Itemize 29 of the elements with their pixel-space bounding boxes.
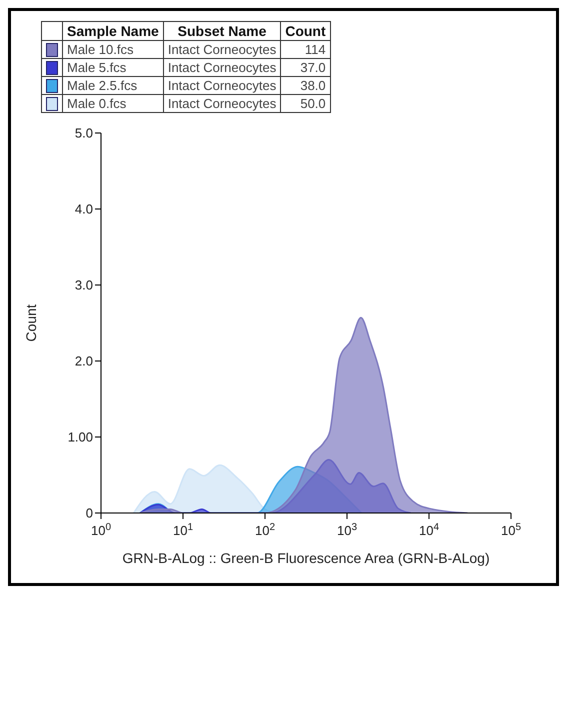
x-tick-label: 10$^{5}$ xyxy=(500,522,522,538)
text: Intact Corneocytes xyxy=(163,76,281,94)
x-tick-label: 10$^{4}$ xyxy=(418,522,440,538)
text: Count xyxy=(280,22,330,40)
y-tick-label: 4.0 xyxy=(74,202,93,217)
text: Intact Corneocytes xyxy=(163,94,281,112)
x-tick-label: 10$^{3}$ xyxy=(336,522,358,538)
y-tick-label: 5.0 xyxy=(74,126,93,141)
text: 50.0 xyxy=(280,94,330,112)
y-axis-title: Count xyxy=(22,304,39,342)
text: 38.0 xyxy=(280,76,330,94)
x-tick-label: 10$^{0}$ xyxy=(90,522,112,538)
text: Sample Name xyxy=(62,22,164,40)
x-tick-label: 10$^{2}$ xyxy=(254,522,276,538)
text: Intact Corneocytes xyxy=(163,58,281,76)
legend-label: Male 2.5.fcs xyxy=(62,76,164,94)
text: 37.0 xyxy=(280,58,330,76)
text: Subset Name xyxy=(163,22,281,40)
legend-label: Male 0.fcs xyxy=(62,94,164,112)
x-axis-title: GRN-B-ALog :: Green-B Fluorescence Area (GRN-B-ALog) xyxy=(122,550,490,566)
y-tick-label: 1.00 xyxy=(68,430,93,445)
y-tick-label: 0 xyxy=(86,506,93,521)
legend-label: Male 10.fcs xyxy=(62,40,164,58)
text: Intact Corneocytes xyxy=(163,40,281,58)
y-tick-label: 2.0 xyxy=(74,354,93,369)
text: 114 xyxy=(280,40,330,58)
legend-label: Male 5.fcs xyxy=(62,58,164,76)
y-tick-label: 3.0 xyxy=(74,278,93,293)
x-tick-label: 10$^{1}$ xyxy=(172,522,194,538)
